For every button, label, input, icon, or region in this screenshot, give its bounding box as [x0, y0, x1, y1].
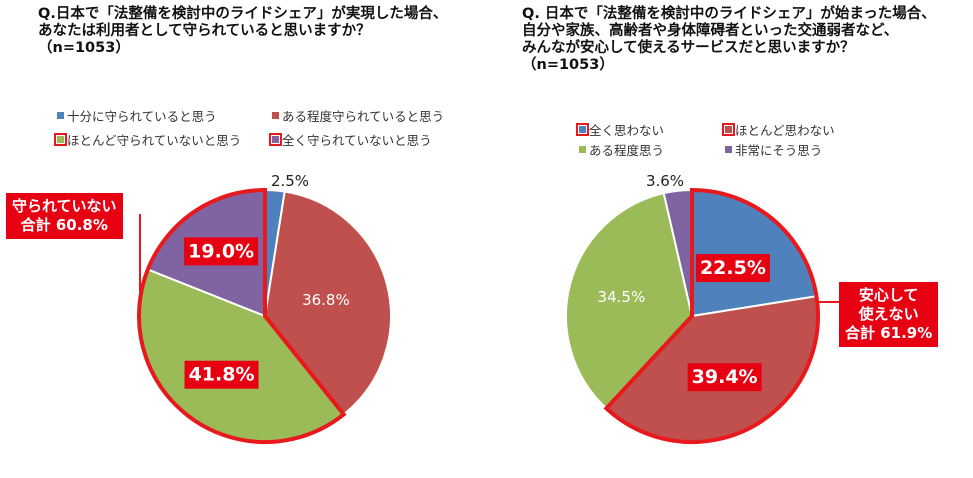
legend-item: ある程度思う — [579, 140, 664, 159]
pie-slice — [263, 190, 392, 416]
slice-label: 41.8% — [189, 364, 255, 386]
legend-item: 全く思わない — [576, 120, 665, 139]
callout-line: 合計 60.8% — [20, 216, 108, 234]
legend-item: 非常にそう思う — [725, 140, 822, 159]
highlight-outline — [137, 187, 347, 444]
chart-left: Q.日本で「法整備を検討中のライドシェア」が実現した場合、 あなたは利用者として… — [0, 0, 486, 478]
chart-title-line: （n=1053） — [38, 40, 130, 56]
chart-title: Q.日本で「法整備を検討中のライドシェア」が実現した場合、 あなたは利用者として… — [38, 6, 447, 57]
legend-label: ほとんど守られていないと思う — [67, 133, 242, 148]
pie-slice — [691, 188, 818, 318]
legend-item: 十分に守られていると思う — [57, 106, 217, 125]
chart-title: Q. 日本で「法整備を検討中のライドシェア」が始まった場合、 自分や家族、高齢者… — [522, 6, 936, 74]
legend-label: ある程度思う — [589, 143, 665, 158]
legend-swatch — [272, 112, 279, 119]
slice-label-bg — [695, 254, 770, 283]
pie-chart: 22.5% 39.4% 34.5% 3.6% — [565, 172, 839, 444]
legend-swatch — [722, 123, 735, 136]
legend-label: 全く守られていないと思う — [282, 133, 432, 148]
legend-item: ある程度守られていると思う — [272, 106, 444, 125]
highlight-outline — [603, 187, 820, 444]
slice-label: 3.6% — [646, 172, 684, 190]
chart-title-line: （n=1053） — [522, 57, 614, 73]
chart-title-line: 自分や家族、高齢者や身体障碍者といった交通弱者など、 — [522, 23, 899, 39]
pie-chart: 2.5% 36.8% 41.8% 19.0% — [137, 172, 392, 444]
callout-line: 使えない — [858, 305, 919, 323]
callout-line: 合計 61.9% — [845, 324, 933, 342]
chart-title-line: Q. 日本で「法整備を検討中のライドシェア」が始まった場合、 — [522, 6, 936, 22]
chart-title-line: みんなが安心して使えるサービスだと思いますか？ — [522, 40, 855, 56]
callout-line: 守られていない — [12, 197, 117, 215]
chart-title-line: あなたは利用者として守られていると思いますか？ — [38, 23, 371, 39]
legend-label: 十分に守られていると思う — [67, 109, 217, 124]
legend-swatch — [54, 133, 67, 146]
chart-title-line: Q.日本で「法整備を検討中のライドシェア」が実現した場合、 — [38, 6, 448, 22]
slice-label: 36.8% — [302, 291, 350, 309]
legend-swatch — [57, 112, 64, 119]
legend-label: 非常にそう思う — [735, 143, 823, 158]
slice-label: 34.5% — [598, 288, 646, 306]
legend-swatch — [579, 146, 586, 153]
callout-total: 安心して 使えない 合計 61.9% — [839, 282, 939, 347]
legend-item: ほとんど守られていないと思う — [54, 130, 242, 149]
slice-label: 39.4% — [692, 366, 758, 388]
callout-line: 安心して — [858, 286, 919, 304]
chart-right: Q. 日本で「法整備を検討中のライドシェア」が始まった場合、 自分や家族、高齢者… — [487, 0, 973, 478]
legend-swatch — [269, 133, 282, 146]
slice-label-bg — [184, 360, 259, 389]
pie-slice — [565, 192, 694, 410]
legend-item: 全く守られていないと思う — [269, 130, 432, 149]
legend-swatch — [725, 146, 732, 153]
legend-label: 全く思わない — [589, 123, 665, 138]
slice-label: 2.5% — [271, 172, 309, 190]
callout-total: 守られていない 合計 60.8% — [6, 193, 123, 239]
slice-label-bg — [687, 363, 762, 392]
legend-label: ある程度守られていると思う — [282, 109, 445, 124]
legend-label: ほとんど思わない — [735, 123, 835, 138]
legend-item: ほとんど思わない — [722, 120, 835, 139]
slice-label: 19.0% — [188, 240, 254, 262]
slice-label-bg — [184, 237, 259, 266]
slice-label: 22.5% — [700, 257, 766, 279]
legend-swatch — [576, 123, 589, 136]
